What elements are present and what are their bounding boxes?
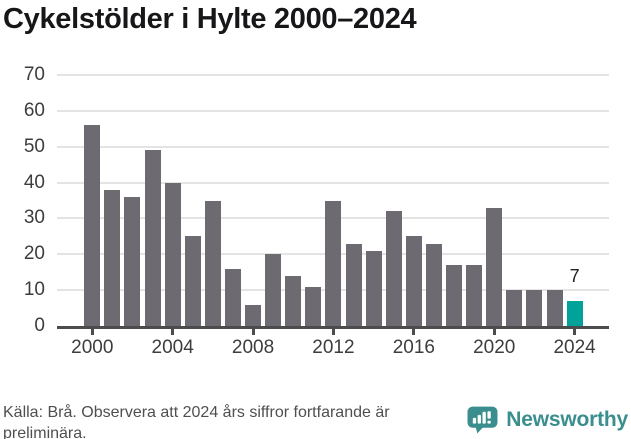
- y-tick-label: 60: [23, 99, 45, 121]
- bar-2003: [144, 150, 161, 326]
- bar-2022: [526, 290, 543, 326]
- x-tick: [90, 329, 94, 335]
- x-tick: [492, 329, 496, 335]
- chart-title: Cykelstölder i Hylte 2000–2024: [3, 3, 417, 35]
- y-tick-label: 20: [23, 243, 45, 265]
- x-tick: [412, 329, 416, 335]
- bar-2008: [245, 304, 262, 326]
- y-tick-label: 10: [23, 279, 45, 301]
- bar-2014: [365, 250, 382, 326]
- grid-line: [57, 74, 609, 76]
- bar-2024: [566, 300, 583, 326]
- brand-link[interactable]: Newsworthy: [467, 406, 628, 434]
- y-tick-label: 40: [23, 171, 45, 193]
- y-tick-label: 0: [34, 315, 45, 336]
- bar-2018: [446, 265, 463, 326]
- x-tick: [573, 329, 577, 335]
- highlight-value-label: 7: [569, 265, 580, 286]
- newsworthy-logo-icon: [467, 406, 498, 434]
- bar-2019: [466, 265, 483, 326]
- x-tick-label: 2008: [231, 337, 275, 358]
- x-tick: [251, 329, 255, 335]
- grid-line: [57, 145, 609, 148]
- x-tick-label: 2004: [151, 337, 194, 358]
- y-tick-label: 50: [23, 135, 45, 157]
- bar-2004: [164, 182, 181, 326]
- x-tick-label: 2000: [71, 337, 114, 358]
- bar-2015: [385, 211, 402, 326]
- bar-2001: [104, 189, 121, 326]
- bar-2009: [265, 254, 282, 326]
- bar-2020: [486, 207, 503, 326]
- bar-2007: [224, 268, 241, 326]
- bar-2002: [124, 196, 141, 326]
- x-tick-label: 2024: [553, 337, 596, 358]
- brand-name: Newsworthy: [506, 408, 628, 431]
- y-tick-label: 30: [23, 207, 45, 229]
- x-tick: [171, 329, 175, 335]
- bar-2013: [345, 243, 362, 326]
- source-note: Källa: Brå. Observera att 2024 års siffr…: [3, 404, 390, 439]
- x-tick: [331, 329, 335, 335]
- bar-2006: [204, 200, 221, 326]
- bar-2010: [285, 275, 302, 326]
- bar-2023: [546, 290, 563, 326]
- bar-2017: [425, 243, 442, 326]
- grid-line: [57, 181, 609, 184]
- bar-2005: [184, 236, 201, 326]
- x-tick-label: 2016: [392, 337, 435, 358]
- x-tick-label: 2020: [473, 337, 516, 358]
- bar-2021: [506, 290, 523, 326]
- plot-area: 7: [57, 74, 609, 329]
- bar-2012: [325, 200, 342, 326]
- y-tick-label: 70: [23, 64, 45, 85]
- grid-line: [57, 109, 609, 112]
- x-tick-label: 2012: [312, 337, 355, 358]
- bar-2016: [405, 236, 422, 326]
- bar-2000: [84, 125, 101, 326]
- bar-2011: [305, 286, 322, 326]
